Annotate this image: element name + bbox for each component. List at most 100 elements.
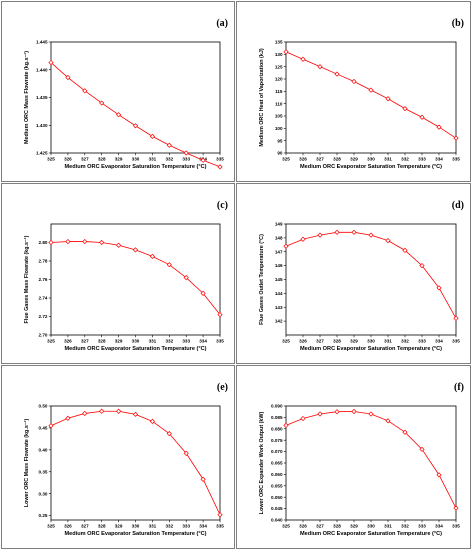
data-point-a-7 [166, 142, 172, 148]
x-tick-label-c-3: 328 [98, 339, 106, 344]
x-tick-label-e-5: 330 [132, 524, 140, 529]
data-point-e-8 [183, 450, 189, 456]
x-tick-label-d-2: 327 [316, 339, 324, 344]
x-tick-label-d-0: 325 [282, 339, 290, 344]
data-point-e-1 [65, 415, 71, 421]
x-tick-label-e-3: 328 [98, 524, 106, 529]
chart-a-svg: 3253263273283293303313323333343351.4251.… [24, 18, 228, 170]
y-tick-label-b-2: 100 [275, 126, 283, 131]
data-point-e-7 [166, 431, 172, 437]
x-axis-title-a: Medium ORC Evaporator Saturation Tempera… [65, 164, 207, 170]
x-tick-label-a-7: 332 [165, 157, 173, 162]
y-tick-label-f-7: 0.075 [271, 438, 283, 443]
y-axis-title-a: Medium ORC Mass Flowrate (kg.s⁻¹) [24, 51, 30, 144]
data-point-a-4 [116, 112, 122, 118]
x-tick-label-c-1: 326 [64, 339, 72, 344]
y-tick-label-b-0: 90 [277, 151, 283, 156]
chart-panel-f: 325 326 327 328 329 330 331 332 333 334 335 0.040 0.… [236, 365, 471, 549]
data-point-e-3 [99, 408, 105, 414]
series-line-c [50, 241, 221, 315]
x-tick-label-f-1: 326 [299, 524, 307, 529]
data-point-b-9 [436, 124, 442, 130]
data-point-c-6 [149, 253, 155, 259]
x-tick-label-c-10: 335 [216, 339, 224, 344]
data-point-c-4 [116, 242, 122, 248]
y-tick-label-b-6: 120 [275, 77, 283, 82]
y-tick-label-b-4: 110 [275, 101, 283, 106]
x-tick-label-b-1: 326 [299, 157, 307, 162]
data-point-d-7 [402, 247, 408, 253]
x-tick-label-e-1: 326 [64, 524, 72, 529]
x-tick-label-f-0: 325 [282, 524, 290, 529]
data-point-f-3 [334, 409, 340, 415]
x-tick-label-c-7: 332 [165, 339, 173, 344]
y-tick-label-d-2: 144 [275, 291, 283, 296]
x-tick-label-a-0: 325 [47, 157, 55, 162]
data-point-c-5 [132, 247, 139, 253]
data-point-b-8 [419, 114, 425, 120]
data-point-a-5 [132, 123, 139, 129]
data-point-c-3 [99, 239, 105, 246]
x-tick-label-f-9: 334 [435, 524, 443, 529]
data-point-e-2 [82, 410, 88, 417]
y-tick-label-d-0: 142 [275, 319, 283, 324]
y-tick-label-b-7: 125 [275, 64, 283, 69]
panel-label-d: (d) [452, 200, 464, 211]
y-tick-label-c-2: 2.74 [39, 296, 48, 301]
data-point-e-10 [217, 512, 223, 518]
x-tick-label-e-2: 327 [81, 524, 89, 529]
data-point-e-5 [132, 411, 139, 417]
data-point-e-9 [200, 476, 206, 482]
x-tick-label-a-1: 326 [64, 157, 72, 162]
data-point-f-10 [453, 505, 459, 511]
x-tick-label-e-6: 331 [149, 524, 157, 529]
y-axis-title-e: Lower ORC Mass Flowrate (kg.s⁻¹) [24, 419, 30, 508]
x-tick-label-b-4: 329 [350, 157, 358, 162]
y-tick-label-f-3: 0.055 [271, 483, 283, 488]
data-point-d-1 [300, 236, 306, 242]
x-tick-label-f-10: 335 [452, 524, 460, 529]
x-tick-label-d-1: 326 [299, 339, 307, 344]
series-line-b [285, 51, 457, 139]
data-point-b-2 [317, 64, 323, 70]
chart-panel-e: 325 326 327 328 329 330 331 332 333 334 335 0.25 0.3… [1, 365, 235, 549]
data-point-c-9 [200, 290, 206, 296]
chart-panel-b: 325 326 327 328 329 330 331 332 333 334 335 90 95 100… [236, 1, 471, 182]
data-point-f-6 [385, 418, 391, 424]
y-tick-label-b-5: 115 [275, 89, 283, 94]
y-tick-label-e-4: 0.45 [39, 426, 48, 431]
y-tick-label-c-3: 2.76 [39, 277, 48, 282]
x-axis-title-c: Medium ORC Evaporator Saturation Tempera… [65, 346, 207, 352]
panel-label-f: (f) [454, 382, 464, 393]
x-tick-label-d-10: 335 [452, 339, 460, 344]
x-tick-label-b-2: 327 [316, 157, 324, 162]
x-tick-label-c-2: 327 [81, 339, 89, 344]
chart-panel-c: 325 326 327 328 329 330 331 332 333 334 335 2.70 2.7… [1, 183, 235, 364]
x-tick-label-c-0: 325 [47, 339, 55, 344]
y-tick-label-e-0: 0.25 [39, 513, 48, 518]
x-tick-label-b-3: 328 [333, 157, 341, 162]
data-point-d-2 [317, 232, 323, 238]
data-point-d-9 [436, 285, 442, 291]
x-tick-label-b-10: 335 [452, 157, 460, 162]
data-point-f-8 [419, 446, 425, 452]
y-axis-title-d: Flue Gases Outlet Temperature (°C) [259, 234, 265, 325]
panel-label-b: (b) [452, 18, 464, 29]
x-tick-label-b-6: 331 [384, 157, 392, 162]
chart-panel-a: 3253263273283293303313323333343351.4251.… [1, 1, 235, 182]
y-tick-label-a-2: 1.435 [36, 95, 48, 100]
y-tick-label-b-9: 135 [275, 40, 283, 45]
data-point-a-10 [217, 164, 223, 170]
data-point-a-2 [82, 88, 88, 94]
x-tick-label-a-8: 333 [182, 157, 190, 162]
x-tick-label-b-0: 325 [282, 157, 290, 162]
y-tick-label-d-6: 148 [275, 235, 283, 240]
y-tick-label-c-4: 2.78 [39, 259, 48, 264]
chart-c-svg: 325 326 327 328 329 330 331 332 333 334 335 2.70 2.7… [24, 200, 228, 352]
data-point-c-10 [217, 312, 223, 318]
panel-label-e: (e) [217, 382, 228, 393]
y-tick-label-f-2: 0.050 [271, 495, 283, 500]
data-point-d-6 [385, 238, 391, 244]
data-point-a-3 [99, 100, 105, 106]
data-point-d-4 [351, 229, 357, 235]
